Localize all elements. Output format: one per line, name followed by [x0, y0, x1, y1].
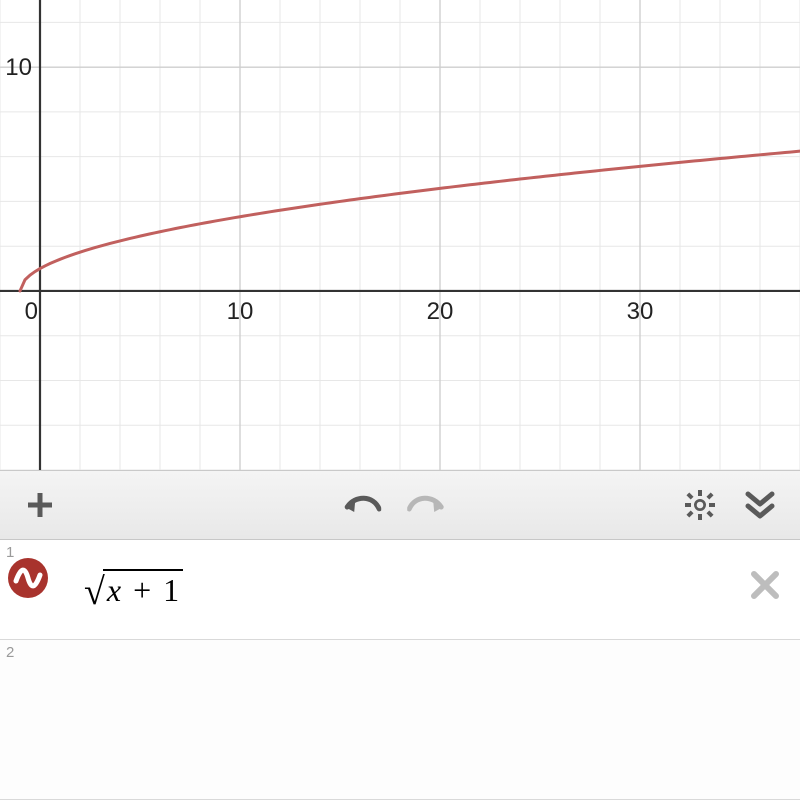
graph-canvas[interactable]: 0 10 20 30 10	[0, 0, 800, 470]
svg-text:0: 0	[25, 298, 38, 325]
settings-button[interactable]	[674, 479, 726, 531]
svg-text:10: 10	[5, 54, 32, 81]
expression-color-tab[interactable]	[0, 640, 56, 799]
undo-icon	[343, 493, 381, 517]
svg-text:20: 20	[427, 298, 454, 325]
gear-icon	[685, 490, 715, 520]
close-icon	[748, 568, 782, 602]
add-expression-button[interactable]	[14, 479, 66, 531]
expression-list: 1 √ x + 1 2	[0, 540, 800, 800]
sqrt-symbol: √	[84, 573, 105, 611]
expression-color-swatch[interactable]	[8, 558, 48, 598]
plus-icon	[25, 490, 55, 520]
expression-index: 1	[6, 544, 14, 561]
undo-button[interactable]	[336, 479, 388, 531]
wave-icon	[13, 563, 43, 593]
delete-expression-button[interactable]	[748, 568, 782, 607]
expression-toolbar	[0, 470, 800, 540]
collapse-button[interactable]	[734, 479, 786, 531]
svg-text:30: 30	[627, 298, 654, 325]
expression-row[interactable]: 1 √ x + 1	[0, 540, 800, 640]
graph-area[interactable]: 0 10 20 30 10	[0, 0, 800, 470]
redo-icon	[407, 493, 445, 517]
expr-variable: x	[107, 572, 121, 608]
redo-button[interactable]	[400, 479, 452, 531]
sqrt-expression: √ x + 1	[84, 569, 183, 611]
expression-index: 2	[6, 644, 14, 661]
svg-text:10: 10	[227, 298, 254, 325]
expression-input[interactable]	[56, 640, 800, 799]
chevron-double-down-icon	[744, 490, 776, 520]
expr-operator: +	[133, 572, 151, 608]
expression-input[interactable]: √ x + 1	[56, 540, 800, 639]
expression-row[interactable]: 2	[0, 640, 800, 800]
expr-constant: 1	[163, 572, 179, 608]
